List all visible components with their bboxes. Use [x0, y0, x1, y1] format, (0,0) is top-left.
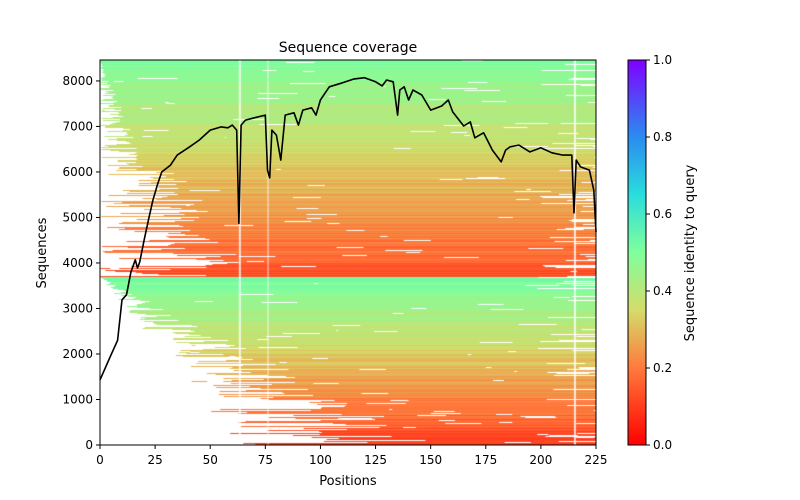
- colorbar-label: Sequence identity to query: [683, 164, 698, 341]
- y-axis-label: Sequences: [35, 217, 50, 288]
- y-tick-label: 5000: [62, 210, 93, 224]
- chart-title: Sequence coverage: [279, 40, 418, 56]
- x-tick-label: 175: [474, 453, 497, 467]
- y-tick-label: 0: [85, 438, 93, 452]
- x-tick-label: 75: [258, 453, 273, 467]
- colorbar-tick-label: 0.4: [653, 284, 672, 298]
- colorbar: [627, 59, 647, 446]
- y-tick-label: 2000: [62, 347, 93, 361]
- x-tick-label: 0: [96, 453, 104, 467]
- y-tick-label: 3000: [62, 301, 93, 315]
- x-tick-label: 100: [309, 453, 332, 467]
- coverage-line: [99, 76, 597, 381]
- y-tick-label: 6000: [62, 165, 93, 179]
- x-tick-label: 50: [203, 453, 218, 467]
- y-tick-label: 8000: [62, 74, 93, 88]
- x-tick-label: 150: [419, 453, 442, 467]
- y-tick-label: 7000: [62, 119, 93, 133]
- x-axis-label: Positions: [319, 474, 377, 489]
- plot-frame: [99, 59, 597, 446]
- x-tick-label: 200: [529, 453, 552, 467]
- colorbar-tick-label: 1.0: [653, 53, 672, 67]
- x-tick-label: 25: [147, 453, 162, 467]
- y-tick-label: 4000: [62, 256, 93, 270]
- x-tick-label: 125: [364, 453, 387, 467]
- y-tick-label: 1000: [62, 392, 93, 406]
- colorbar-tick-label: 0.0: [653, 438, 672, 452]
- colorbar-tick-label: 0.6: [653, 207, 672, 221]
- colorbar-tick-label: 0.8: [653, 130, 672, 144]
- x-tick-label: 225: [585, 453, 608, 467]
- msa-heatmap: [100, 60, 596, 445]
- colorbar-tick-label: 0.2: [653, 361, 672, 375]
